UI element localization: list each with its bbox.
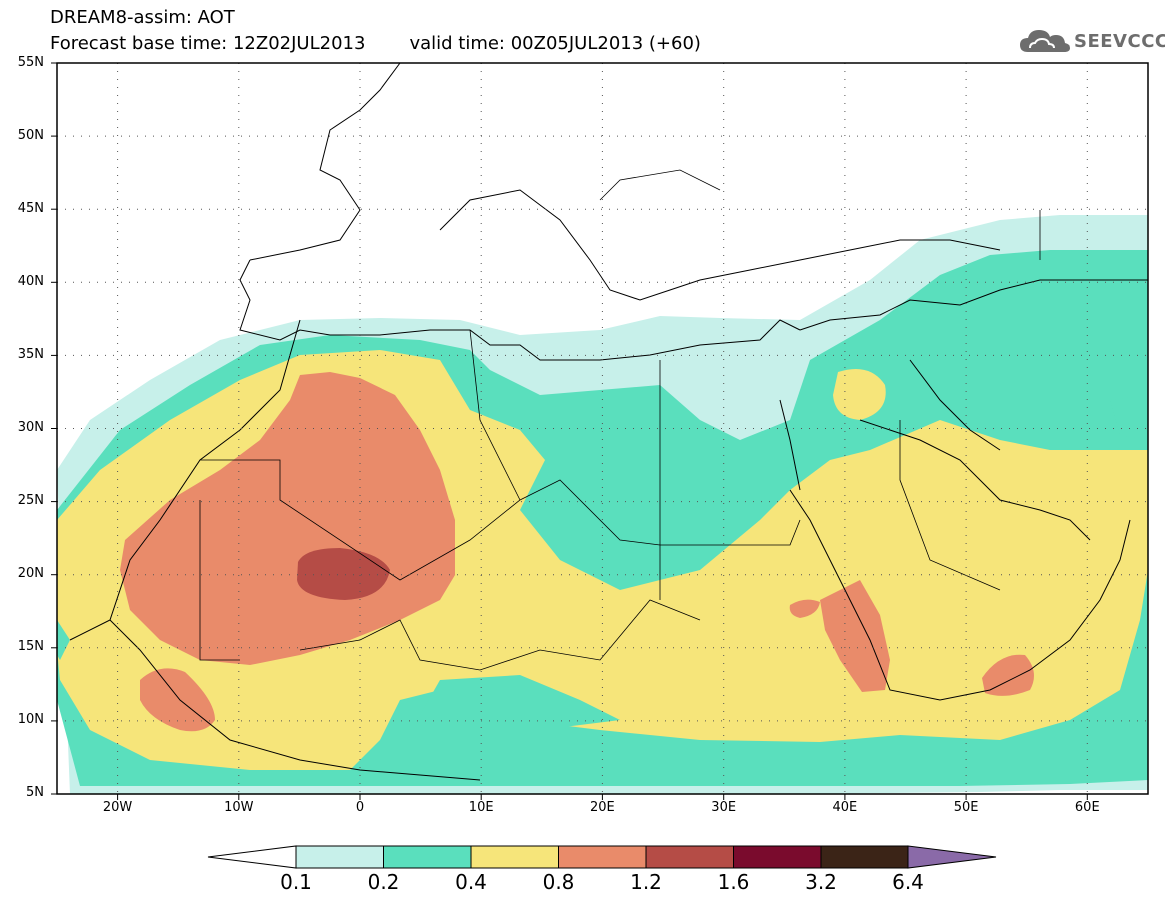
colorbar xyxy=(207,845,997,869)
lon-label-40e: 40E xyxy=(832,800,858,815)
valid-time-label: valid time: 00Z05JUL2013 (+60) xyxy=(409,33,701,54)
lat-label-45n: 45N xyxy=(17,201,44,216)
colorbar-bin-0.4 xyxy=(470,845,559,869)
colorbar-bin-0.2 xyxy=(383,845,472,869)
colorbar-label-0.4: 0.4 xyxy=(455,870,487,894)
lat-label-30n: 30N xyxy=(17,420,44,435)
lon-label-30e: 30E xyxy=(711,800,737,815)
logo-text: SEEVCCC xyxy=(1074,30,1165,52)
time-info: Forecast base time: 12Z02JUL2013 valid ti… xyxy=(50,34,701,54)
colorbar-bin-0.8 xyxy=(558,845,647,869)
lat-label-50n: 50N xyxy=(17,128,44,143)
colorbar-bin-0.1 xyxy=(295,845,384,869)
lat-label-5n: 5N xyxy=(26,785,44,800)
base-time-label: Forecast base time: 12Z02JUL2013 xyxy=(50,33,366,54)
colorbar-bin-1.2 xyxy=(645,845,734,869)
colorbar-label-1.2: 1.2 xyxy=(630,870,662,894)
lat-label-40n: 40N xyxy=(17,274,44,289)
lon-label-60e: 60E xyxy=(1074,800,1100,815)
cloud-icon xyxy=(1020,30,1070,52)
country-borders xyxy=(199,169,1041,671)
colorbar-arrow-low xyxy=(207,845,297,869)
lat-label-15n: 15N xyxy=(17,639,44,654)
colorbar-label-6.4: 6.4 xyxy=(892,870,924,894)
colorbar-arrow-high xyxy=(907,845,997,869)
map-title: DREAM8-assim: AOT xyxy=(50,7,235,28)
colorbar-label-1.6: 1.6 xyxy=(717,870,750,894)
lat-label-35n: 35N xyxy=(17,347,44,362)
lon-label-10e: 10E xyxy=(468,800,494,815)
lat-label-20n: 20N xyxy=(17,566,44,581)
colorbar-label-0.8: 0.8 xyxy=(542,870,575,894)
colorbar-label-3.2: 3.2 xyxy=(805,870,837,894)
lon-label-10w: 10W xyxy=(224,800,254,815)
colorbar-label-0.1: 0.1 xyxy=(280,870,312,894)
lat-label-25n: 25N xyxy=(17,493,44,508)
aot-contour-layer xyxy=(57,63,1148,794)
axis-ticks xyxy=(51,62,1088,800)
seevccc-logo: SEEVCCC xyxy=(1018,26,1165,56)
coastlines xyxy=(69,63,1148,781)
lat-label-10n: 10N xyxy=(17,712,44,727)
colorbar-label-0.2: 0.2 xyxy=(367,870,400,894)
lat-label-55n: 55N xyxy=(17,55,44,70)
lon-label-50e: 50E xyxy=(953,800,979,815)
aot-band-1.2 xyxy=(297,548,390,600)
colorbar-bin-3.2 xyxy=(820,845,909,869)
lon-label-20e: 20E xyxy=(590,800,615,815)
colorbar-bin-1.6 xyxy=(733,845,822,869)
lon-label-0: 0 xyxy=(355,800,365,815)
lon-label-20w: 20W xyxy=(102,800,133,815)
